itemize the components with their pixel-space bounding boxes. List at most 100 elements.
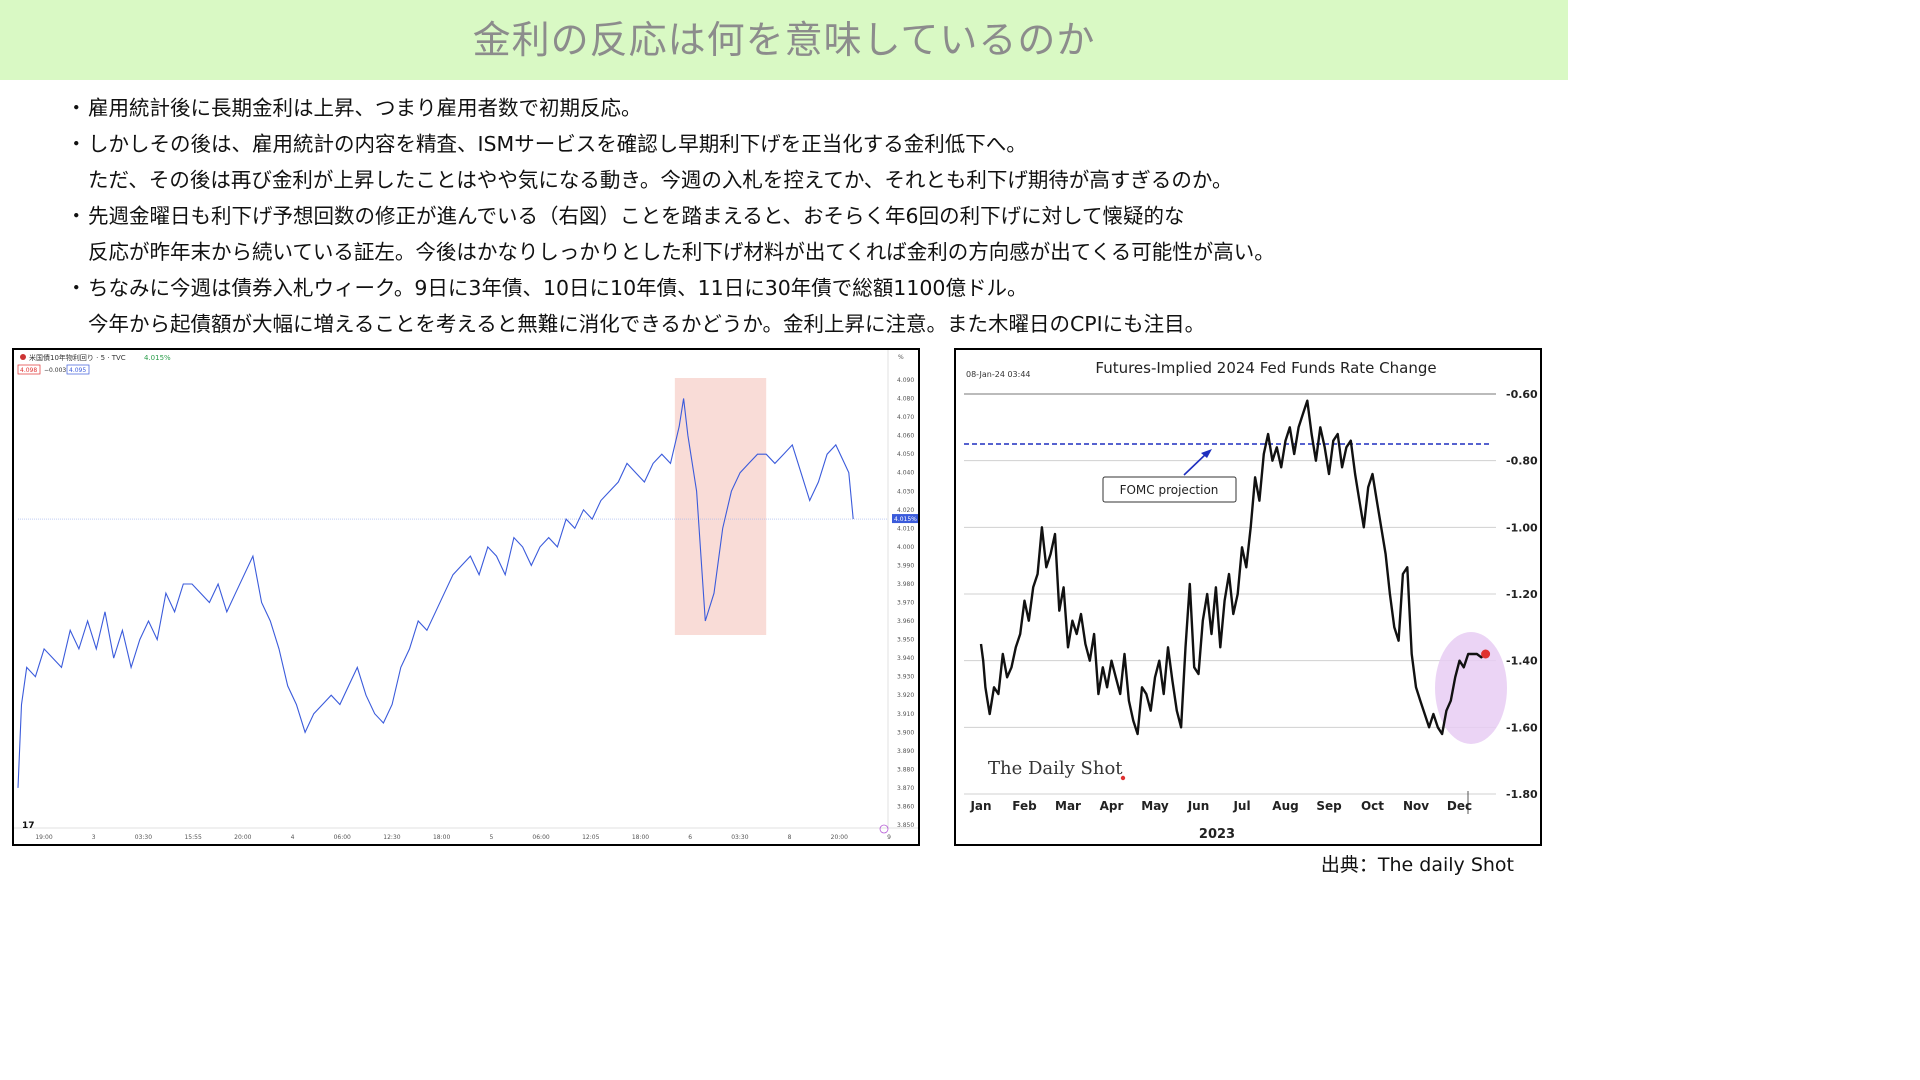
y-tick-label: 4.070 [897,414,914,421]
x-tick-label: 06:00 [334,834,351,841]
chart-symbol: 米国債10年物利回り · 5 · TVC [29,353,126,362]
ask-box [66,364,90,375]
current-value-badge [892,514,918,524]
x-tick-label: 5 [489,834,493,841]
annotation-arrowhead [1201,449,1212,458]
y-unit: % [898,354,904,361]
x-tick-label: 6 [688,834,692,841]
y-tick-label: 4.030 [897,488,914,495]
latest-point [1481,649,1491,659]
y-tick-label: -1.80 [1506,788,1538,801]
chart-last: 4.015% [144,354,171,362]
x-tick-label: Oct [1361,799,1384,813]
y-tick-label: -1.20 [1506,588,1538,601]
x-tick-label: 19:00 [35,834,52,841]
y-tick-label: 3.900 [897,729,914,736]
ask-value: 4.095 [69,367,86,374]
y-tick-label: 3.960 [897,618,914,625]
bullet-marker: ・ [66,96,87,120]
bullet-text: 雇用統計後に長期金利は上昇、つまり雇用者数で初期反応。 [88,96,642,120]
y-tick-label: 3.890 [897,748,914,755]
bullet-line: ・先週金曜日も利下げ予想回数の修正が進んでいる（右図）ことを踏まえると、おそらく… [66,198,1546,234]
y-tick-label: -1.60 [1506,721,1538,734]
page-title: 金利の反応は何を意味しているのか [472,18,1096,62]
flag-icon [20,354,26,360]
y-tick-label: 4.090 [897,377,914,384]
bullet-line: 反応が昨年末から続いている証左。今後はかなりしっかりとした利下げ材料が出てくれば… [66,234,1546,270]
x-tick-label: 18:00 [632,834,649,841]
y-tick-label: 3.860 [897,803,914,810]
bullet-line: ただ、その後は再び金利が上昇したことはやや気になる動き。今週の入札を控えてか、そ… [66,162,1546,198]
bullet-line: ・雇用統計後に長期金利は上昇、つまり雇用者数で初期反応。 [66,90,1546,126]
source-credit: 出典：The daily Shot [1320,854,1514,876]
annotation-box [1102,476,1237,503]
x-tick-label: May [1141,799,1169,813]
x-tick-label: 12:30 [383,834,400,841]
y-tick-label: 4.020 [897,507,914,514]
x-tick-label: 03:30 [731,834,748,841]
y-tick-label: 3.970 [897,600,914,607]
fed-funds-chart: Futures-Implied 2024 Fed Funds Rate Chan… [964,359,1538,842]
bullet-line: 今年から起債額が大幅に増えることを考えると無難に消化できるかどうか。金利上昇に注… [66,306,1546,342]
watermark-logo: The Daily Shot [988,758,1123,779]
bullet-text: 先週金曜日も利下げ予想回数の修正が進んでいる（右図）ことを踏まえると、おそらく年… [88,204,1185,228]
y-tick-label: 4.040 [897,470,914,477]
bullet-text: ただ、その後は再び金利が上昇したことはやや気になる動き。今週の入札を控えてか、そ… [88,168,1233,192]
x-tick-label: 12:05 [582,834,599,841]
x-tick-label: Mar [1055,799,1081,813]
x-tick-label: 3 [92,834,96,841]
highlight-region [674,378,767,635]
x-tick-label: Jun [1187,799,1210,813]
bullet-text: 反応が昨年末から続いている証左。今後はかなりしっかりとした利下げ材料が出てくれば… [88,240,1275,264]
bullet-list: ・雇用統計後に長期金利は上昇、つまり雇用者数で初期反応。 ・しかしその後は、雇用統… [66,90,1546,342]
bullet-text: 今年から起債額が大幅に増えることを考えると無難に消化できるかどうか。金利上昇に注… [88,312,1206,336]
lightning-icon [879,824,889,834]
x-tick-label: 20:00 [234,834,251,841]
bullet-line: ・しかしその後は、雇用統計の内容を精査、ISMサービスを確認し早期利下げを正当化… [66,126,1546,162]
bullet-marker: ・ [66,276,87,300]
change-value: −0.003 [44,367,66,374]
fed-funds-chart-panel: Futures-Implied 2024 Fed Funds Rate Chan… [954,348,1542,846]
x-tick-label: 18:00 [433,834,450,841]
y-tick-label: 3.920 [897,692,914,699]
chart-title: Futures-Implied 2024 Fed Funds Rate Chan… [1095,359,1436,377]
annotation-label: FOMC projection [1120,483,1219,497]
y-tick-label: 3.940 [897,655,914,662]
series-line [979,399,1487,736]
x-tick-label: 8 [788,834,792,841]
bullet-marker: ・ [66,132,87,156]
current-value-label: 4.015% [894,516,917,523]
bid-box [17,364,41,375]
bullet-marker: ・ [66,204,87,228]
x-tick-label: 20:00 [831,834,848,841]
bullet-line: ・ちなみに今週は債券入札ウィーク。9日に3年債、10日に10年債、11日に30年… [66,270,1546,306]
y-tick-label: 3.850 [897,822,914,829]
x-tick-label: 4 [291,834,295,841]
y-tick-label: 3.930 [897,674,914,681]
x-tick-label: Jul [1232,799,1250,813]
x-tick-label: 15:55 [184,834,201,841]
bid-value: 4.098 [20,367,37,374]
bullet-text: しかしその後は、雇用統計の内容を精査、ISMサービスを確認し早期利下げを正当化す… [88,132,1027,156]
y-tick-label: -0.80 [1506,455,1538,468]
y-tick-label: 4.080 [897,396,914,403]
annotation-arrow [1183,451,1209,476]
y-tick-label: 3.880 [897,766,914,773]
x-tick-label: Feb [1012,799,1037,813]
y-tick-label: -1.00 [1506,521,1538,534]
x-tick-label: 06:00 [532,834,549,841]
x-tick-label: 9 [887,834,891,841]
x-axis-label: 2023 [1199,827,1235,842]
y-tick-label: 3.980 [897,581,914,588]
y-tick-label: 4.060 [897,433,914,440]
x-tick-label: Sep [1316,799,1342,813]
y-tick-label: 4.000 [897,544,914,551]
highlight-ellipse [1435,632,1507,744]
y-tick-label: -1.40 [1506,655,1538,668]
chart-timestamp: 08-Jan-24 03:44 [966,370,1031,379]
y-tick-label: 3.870 [897,785,914,792]
y-tick-label: 3.910 [897,711,914,718]
y-tick-label: -0.60 [1506,388,1538,401]
x-tick-label: Apr [1100,799,1124,813]
x-tick-label: 03:30 [135,834,152,841]
